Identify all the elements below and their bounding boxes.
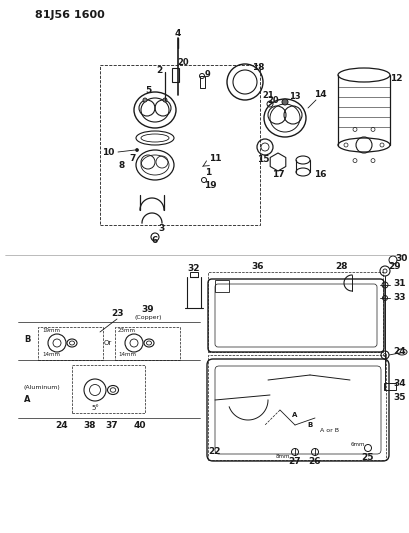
Text: 17: 17 [271, 169, 283, 179]
Text: 19mm: 19mm [42, 327, 60, 333]
Bar [72, 365, 145, 413]
Text: 14mm: 14mm [42, 352, 60, 358]
Text: 26: 26 [308, 457, 321, 466]
Text: 31: 31 [393, 279, 405, 287]
Circle shape [281, 99, 287, 105]
Text: 28: 28 [335, 262, 347, 271]
Bar [115, 327, 180, 360]
Text: 37: 37 [106, 421, 118, 430]
Bar [200, 76, 204, 88]
Circle shape [135, 149, 138, 151]
Text: 23mm: 23mm [118, 327, 136, 333]
Text: 32: 32 [187, 263, 200, 272]
Text: 15: 15 [256, 155, 269, 164]
Text: 13: 13 [288, 92, 300, 101]
Bar [207, 272, 382, 352]
Text: 30: 30 [395, 254, 407, 262]
Text: 5°: 5° [91, 405, 99, 411]
Text: 8mm: 8mm [275, 454, 290, 458]
Text: 29: 29 [388, 262, 400, 271]
Circle shape [143, 98, 147, 102]
Text: 23: 23 [112, 310, 124, 319]
Text: 8: 8 [119, 160, 125, 169]
Text: 12: 12 [389, 74, 401, 83]
Text: (Aluminum): (Aluminum) [24, 385, 61, 391]
Text: 25: 25 [361, 454, 373, 463]
Text: 24: 24 [393, 348, 405, 357]
Text: 21: 21 [261, 91, 273, 100]
Text: B: B [24, 335, 30, 344]
Text: (Copper): (Copper) [134, 314, 162, 319]
Text: 3: 3 [159, 223, 165, 232]
Text: 2: 2 [155, 66, 162, 75]
Bar [100, 65, 259, 225]
Text: 7: 7 [130, 154, 136, 163]
Text: 36: 36 [251, 262, 264, 271]
Text: B: B [307, 422, 312, 428]
Text: 22: 22 [208, 448, 221, 456]
Text: 20: 20 [177, 58, 189, 67]
Circle shape [163, 98, 166, 102]
Text: 34: 34 [393, 379, 405, 389]
Text: 6mm: 6mm [350, 441, 364, 447]
Text: 20: 20 [267, 95, 278, 104]
Text: 14: 14 [313, 90, 326, 99]
Text: 35: 35 [393, 393, 405, 402]
Text: 33: 33 [393, 293, 405, 302]
Text: 5: 5 [144, 85, 151, 94]
Text: A: A [292, 412, 297, 418]
Text: 27: 27 [288, 457, 301, 466]
Text: 4: 4 [174, 28, 181, 37]
Text: A: A [24, 395, 30, 405]
Text: 38: 38 [83, 421, 96, 430]
Text: 9: 9 [204, 69, 210, 78]
Text: 40: 40 [133, 421, 146, 430]
Bar [38, 327, 103, 360]
Text: 19: 19 [203, 181, 216, 190]
Text: 16: 16 [313, 169, 326, 179]
Bar [207, 355, 385, 460]
Text: 39: 39 [142, 305, 154, 314]
Text: 11: 11 [208, 154, 221, 163]
Text: 1: 1 [204, 167, 211, 176]
Text: 6: 6 [151, 236, 158, 245]
Text: Or: Or [103, 340, 112, 346]
Text: 18: 18 [251, 62, 264, 71]
Text: A or B: A or B [320, 427, 339, 432]
Bar [383, 383, 395, 390]
Text: 24: 24 [56, 421, 68, 430]
Text: 81J56 1600: 81J56 1600 [35, 10, 104, 20]
Bar [189, 272, 198, 277]
Bar [214, 280, 229, 292]
Text: 14mm: 14mm [118, 352, 136, 358]
Text: 10: 10 [101, 148, 114, 157]
Bar [172, 68, 179, 82]
